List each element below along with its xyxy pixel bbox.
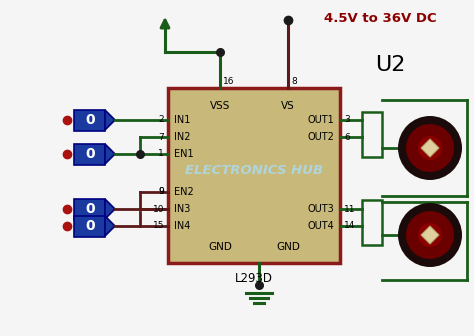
Text: 1: 1 xyxy=(158,150,164,159)
Text: 0: 0 xyxy=(85,219,95,233)
Text: OUT2: OUT2 xyxy=(307,132,334,142)
Text: 0: 0 xyxy=(85,113,95,127)
Text: 4.5V to 36V DC: 4.5V to 36V DC xyxy=(324,11,436,25)
FancyBboxPatch shape xyxy=(362,200,382,245)
Circle shape xyxy=(406,124,454,172)
Text: 10: 10 xyxy=(153,205,164,213)
Text: 8: 8 xyxy=(291,78,297,86)
FancyBboxPatch shape xyxy=(74,143,106,165)
Polygon shape xyxy=(421,139,439,157)
FancyBboxPatch shape xyxy=(74,199,106,219)
Text: 16: 16 xyxy=(223,78,235,86)
Circle shape xyxy=(398,203,462,267)
Text: 0: 0 xyxy=(85,202,95,216)
FancyBboxPatch shape xyxy=(362,112,382,157)
Polygon shape xyxy=(105,199,115,219)
Text: 9: 9 xyxy=(158,187,164,197)
Text: 0: 0 xyxy=(85,147,95,161)
Text: 11: 11 xyxy=(344,205,356,213)
Circle shape xyxy=(418,136,442,160)
Text: VS: VS xyxy=(281,101,295,111)
Text: VSS: VSS xyxy=(210,101,230,111)
Circle shape xyxy=(398,116,462,180)
Text: EN1: EN1 xyxy=(174,149,193,159)
Text: OUT4: OUT4 xyxy=(307,221,334,231)
Text: 15: 15 xyxy=(153,221,164,230)
Text: IN2: IN2 xyxy=(174,132,191,142)
Text: EN2: EN2 xyxy=(174,187,194,197)
Circle shape xyxy=(406,211,454,259)
FancyBboxPatch shape xyxy=(168,88,340,263)
Polygon shape xyxy=(105,144,115,164)
Text: 7: 7 xyxy=(158,132,164,141)
Text: 9: 9 xyxy=(158,187,164,197)
Text: IN4: IN4 xyxy=(174,221,191,231)
Text: ELECTRONICS HUB: ELECTRONICS HUB xyxy=(185,164,323,177)
Text: 3: 3 xyxy=(344,116,350,125)
Polygon shape xyxy=(105,110,115,130)
Text: 6: 6 xyxy=(344,132,350,141)
Text: IN1: IN1 xyxy=(174,115,191,125)
Text: OUT3: OUT3 xyxy=(307,204,334,214)
Text: U2: U2 xyxy=(375,55,405,75)
FancyBboxPatch shape xyxy=(74,110,106,130)
Text: L293D: L293D xyxy=(235,272,273,286)
Text: 14: 14 xyxy=(344,221,356,230)
Polygon shape xyxy=(421,226,439,244)
Text: OUT1: OUT1 xyxy=(307,115,334,125)
Polygon shape xyxy=(105,216,115,236)
Text: IN3: IN3 xyxy=(174,204,191,214)
Circle shape xyxy=(418,223,442,247)
Text: GND: GND xyxy=(276,242,300,252)
FancyBboxPatch shape xyxy=(74,215,106,237)
Text: 2: 2 xyxy=(158,116,164,125)
Text: GND: GND xyxy=(208,242,232,252)
